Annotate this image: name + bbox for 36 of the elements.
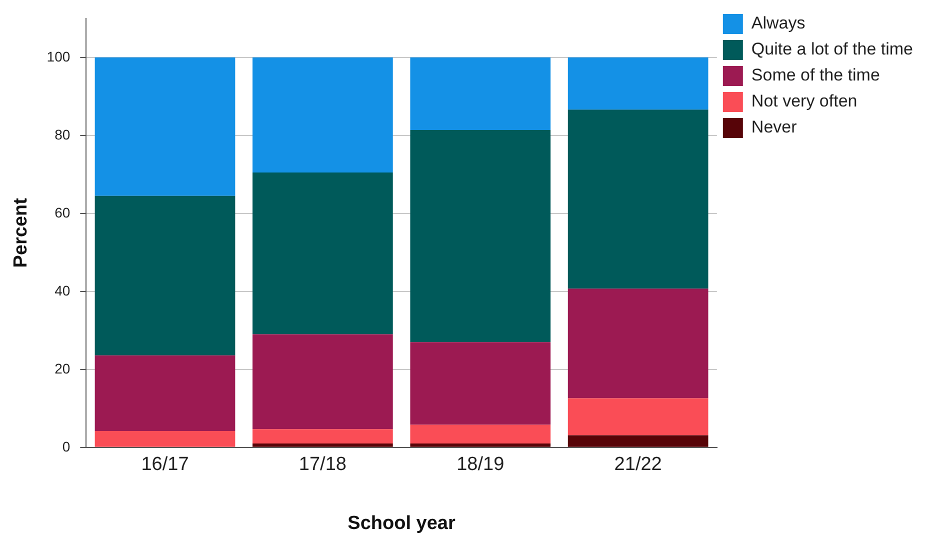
- bar: [568, 288, 708, 398]
- bar: [568, 435, 708, 447]
- y-tick-label: 60: [54, 204, 70, 220]
- bar: [252, 172, 393, 334]
- y-axis-title: Percent: [10, 197, 32, 268]
- bar: [410, 130, 551, 342]
- y-tick-label: 20: [54, 360, 70, 376]
- y-tick-label: 100: [46, 48, 70, 64]
- bar: [252, 444, 393, 447]
- x-axis-title: School year: [348, 512, 456, 534]
- legend-label: Never: [751, 118, 798, 137]
- bar: [252, 334, 393, 430]
- x-tick-label: 17/18: [298, 454, 346, 476]
- bar: [410, 424, 551, 444]
- bar: [252, 429, 393, 444]
- bar: [410, 342, 551, 425]
- bar: [410, 444, 551, 447]
- bar: [94, 57, 236, 196]
- x-tick-label: 21/22: [614, 454, 662, 476]
- bar: [252, 57, 393, 172]
- bar: [94, 355, 236, 432]
- y-tick-label: 0: [62, 438, 70, 454]
- y-tick-label: 40: [54, 282, 70, 298]
- x-tick-label: 18/19: [456, 454, 504, 476]
- legend-label: Some of the time: [751, 66, 880, 85]
- bar: [410, 57, 551, 130]
- bar: [94, 431, 236, 447]
- bar: [568, 57, 708, 110]
- x-tick-label: 16/17: [141, 454, 189, 476]
- y-tick-label: 80: [54, 126, 70, 142]
- legend-label: Quite a lot of the time: [751, 40, 914, 59]
- bar: [568, 398, 708, 436]
- legend-label: Not very often: [751, 92, 858, 111]
- bar: [94, 196, 236, 356]
- legend-label: Always: [751, 14, 806, 33]
- bar: [568, 110, 708, 289]
